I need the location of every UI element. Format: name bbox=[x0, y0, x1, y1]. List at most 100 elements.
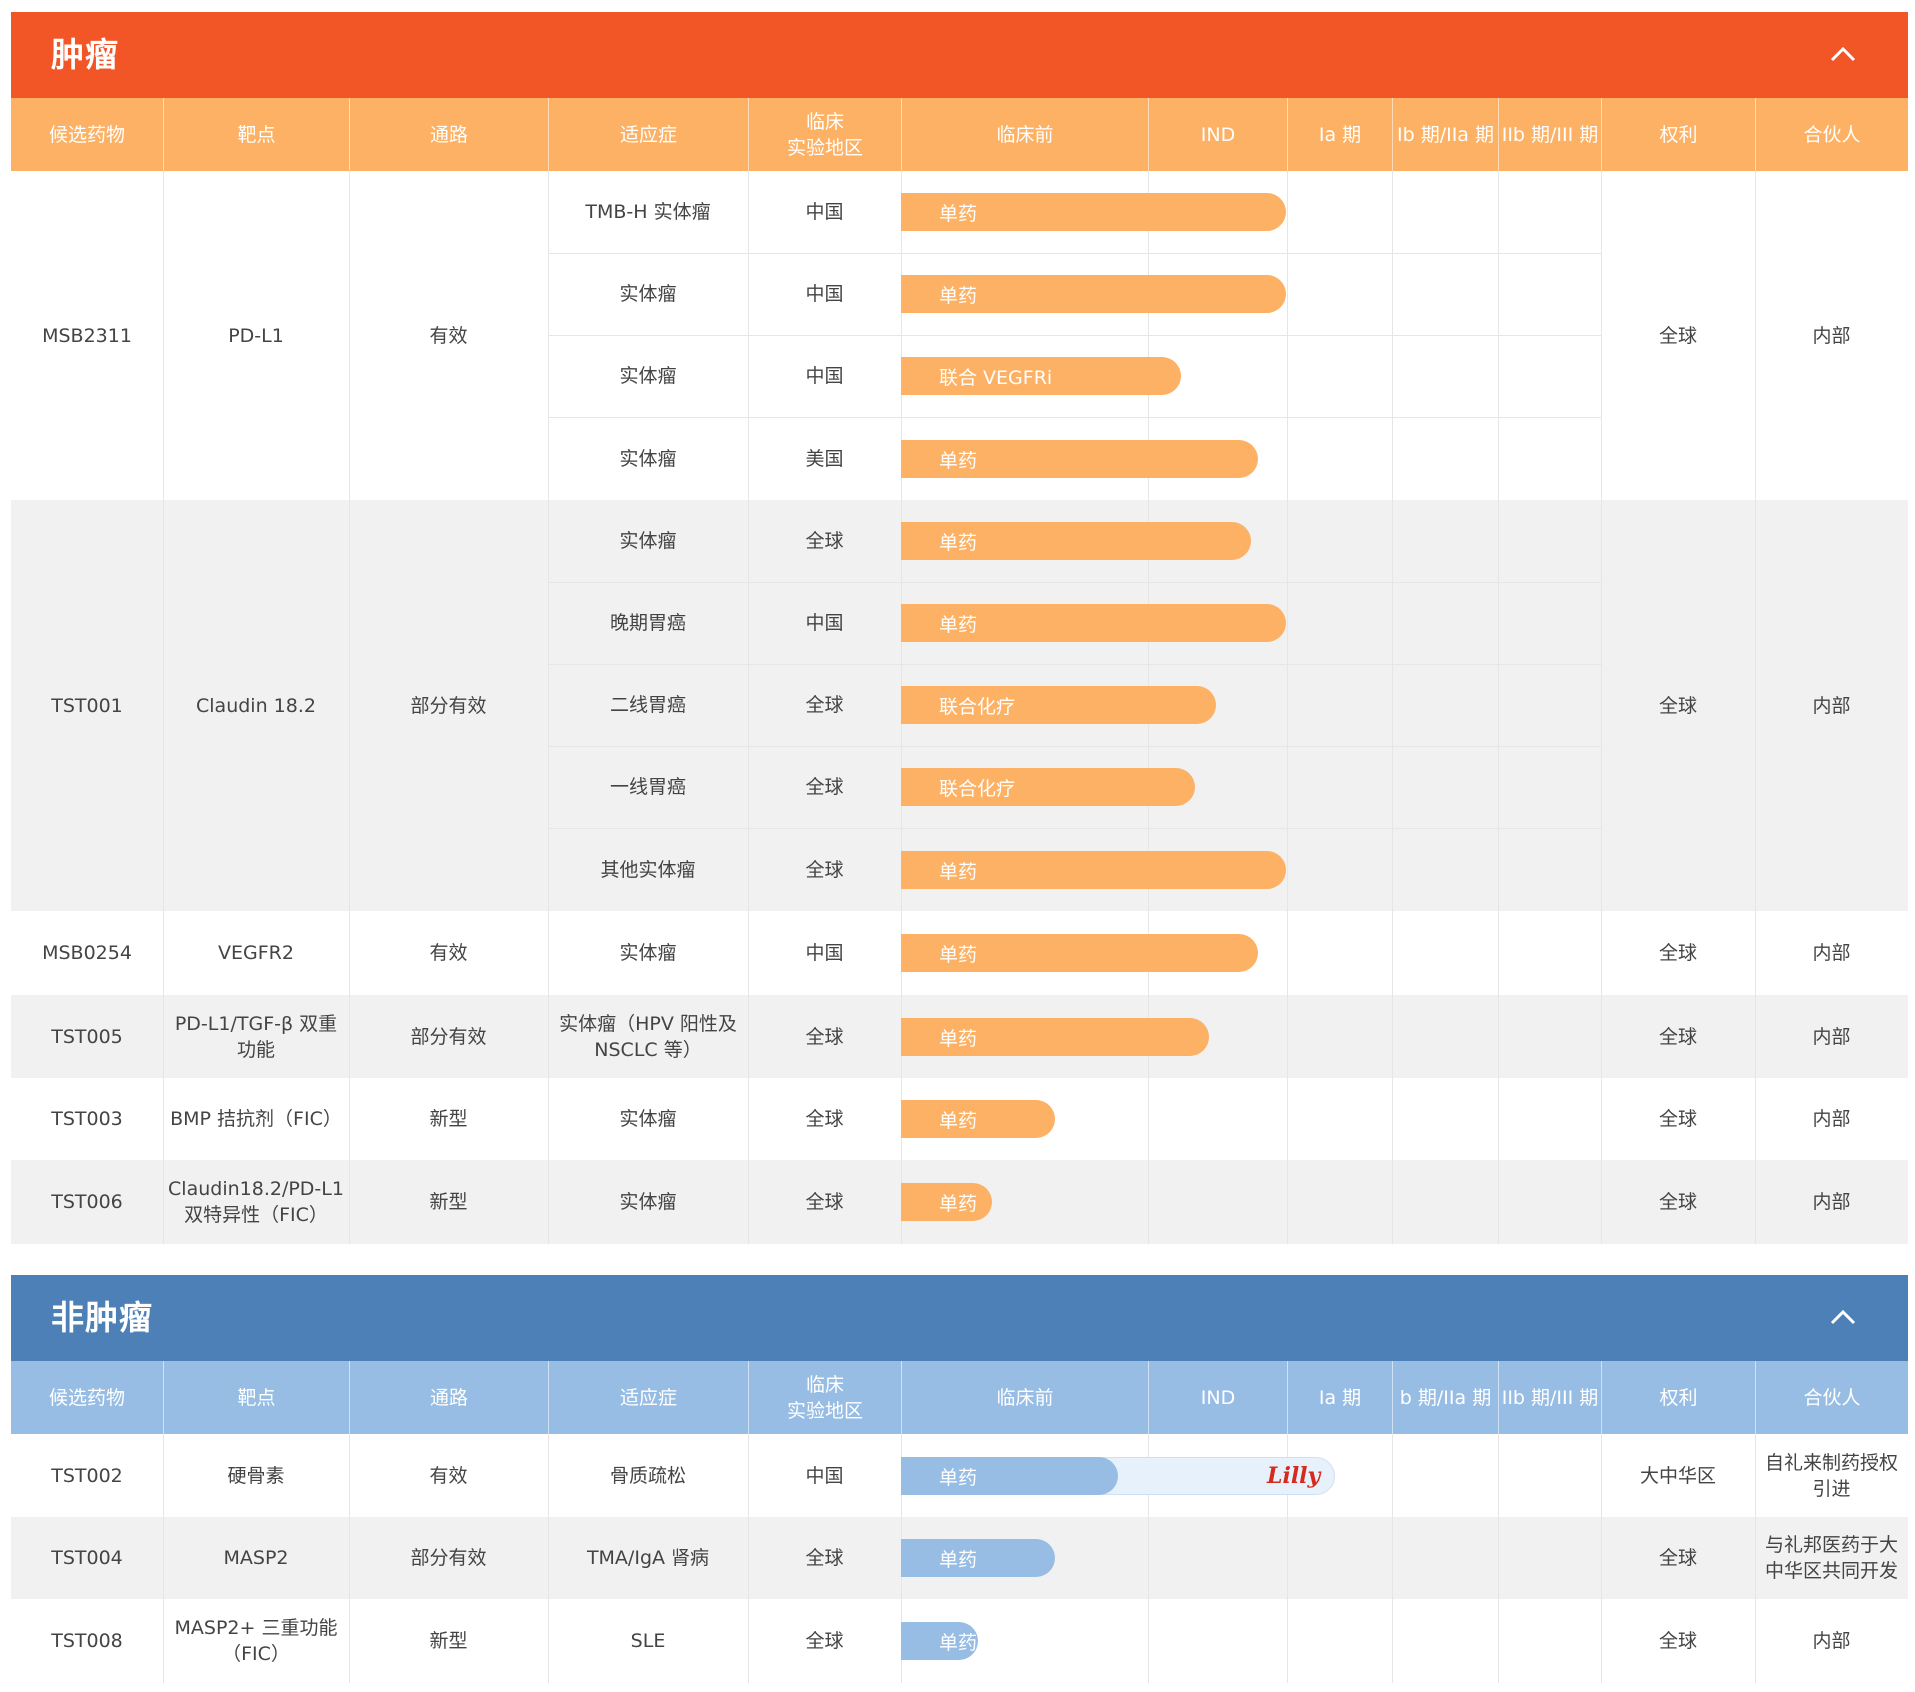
grid-line bbox=[1755, 1599, 1756, 1683]
grid-line bbox=[349, 1599, 350, 1683]
col-rights-header: 权利 bbox=[1601, 1361, 1755, 1434]
indication-cell: SLE bbox=[630, 1630, 666, 1652]
candidate-name[interactable]: MSB0254 bbox=[42, 942, 132, 964]
col-indication-header: 适应症 bbox=[548, 1361, 748, 1434]
row-divider bbox=[548, 828, 1601, 829]
progress-bar: 单药 bbox=[901, 1018, 1209, 1056]
grid-line bbox=[1755, 911, 1756, 995]
grid-line bbox=[163, 1078, 164, 1160]
grid-line bbox=[1755, 1434, 1756, 1517]
pathway-status: 新型 bbox=[429, 1191, 468, 1213]
rights-region: 全球 bbox=[1658, 1547, 1697, 1569]
chevron-up-icon[interactable] bbox=[1828, 1303, 1858, 1333]
col-rights-header: 权利 bbox=[1601, 98, 1755, 171]
progress-bar: 单药 bbox=[901, 1100, 1055, 1138]
grid-line bbox=[1392, 911, 1393, 995]
indication-cell: 实体瘤 bbox=[619, 447, 677, 470]
grid-line bbox=[1498, 995, 1499, 1078]
grid-line bbox=[1755, 995, 1756, 1078]
region-cell: 全球 bbox=[805, 1025, 844, 1048]
rights-region: 全球 bbox=[1658, 1630, 1697, 1652]
progress-bar-label: 单药 bbox=[939, 860, 978, 883]
region-cell: 中国 bbox=[805, 283, 844, 305]
progress-bar: 单药 bbox=[901, 1622, 978, 1660]
rights-region: 大中华区 bbox=[1639, 1464, 1716, 1487]
grid-line bbox=[1498, 500, 1499, 911]
progress-bar: 单药 bbox=[901, 851, 1286, 889]
progress-bar-label: 单药 bbox=[939, 1027, 978, 1050]
grid-line bbox=[349, 1078, 350, 1160]
candidate-name[interactable]: TST006 bbox=[51, 1191, 123, 1213]
grid-line bbox=[748, 500, 749, 911]
target-name: BMP 拮抗剂（FIC） bbox=[170, 1108, 342, 1130]
grid-line bbox=[1287, 1517, 1288, 1599]
partner-name: 内部 bbox=[1812, 942, 1851, 964]
grid-line bbox=[163, 1160, 164, 1244]
region-cell: 全球 bbox=[805, 1547, 844, 1569]
partner-name: 与礼邦医药于大中华区共同开发 bbox=[1764, 1534, 1898, 1582]
region-cell: 美国 bbox=[805, 447, 844, 470]
col-indication-header: 适应症 bbox=[548, 98, 748, 171]
grid-line bbox=[1148, 1517, 1149, 1599]
indication-cell: 实体瘤 bbox=[619, 942, 677, 964]
progress-bar: 单药 bbox=[901, 522, 1251, 560]
col-ind-header: IND bbox=[1148, 98, 1287, 171]
grid-line bbox=[1601, 1517, 1602, 1599]
col-target-header: 靶点 bbox=[163, 1361, 349, 1434]
candidate-name[interactable]: MSB2311 bbox=[42, 324, 132, 347]
partner-name: 内部 bbox=[1812, 1630, 1851, 1652]
grid-line bbox=[1287, 1160, 1288, 1244]
indication-cell: 骨质疏松 bbox=[609, 1464, 686, 1487]
partner-name: 内部 bbox=[1812, 1191, 1851, 1213]
region-cell: 全球 bbox=[805, 694, 844, 716]
indication-cell: 实体瘤 bbox=[619, 365, 677, 387]
drug-group: MSB0254 VEGFR2 有效 全球 内部 实体瘤 中国 单药 bbox=[11, 911, 1908, 995]
rights-region: 全球 bbox=[1658, 1108, 1697, 1130]
candidate-name[interactable]: TST003 bbox=[51, 1108, 123, 1130]
drug-group: MSB2311 PD-L1 有效 全球 内部 TMB-H 实体瘤 中国 单药 实体瘤 中国 单药 实体… bbox=[11, 171, 1908, 500]
grid-line bbox=[1392, 1434, 1393, 1517]
candidate-name[interactable]: TST008 bbox=[51, 1630, 123, 1652]
drug-group: TST002 硬骨素 有效 大中华区 自礼来制药授权引进 骨质疏松 中国 Lilly 单药 bbox=[11, 1434, 1908, 1517]
target-name: MASP2+ 三重功能（FIC） bbox=[174, 1617, 338, 1665]
indication-cell: TMB-H 实体瘤 bbox=[585, 201, 711, 223]
grid-line bbox=[748, 995, 749, 1078]
pathway-status: 有效 bbox=[429, 1464, 468, 1487]
chevron-up-icon[interactable] bbox=[1828, 40, 1858, 70]
target-name: Claudin 18.2 bbox=[196, 694, 316, 717]
tumor-section-header: 肿瘤 bbox=[11, 12, 1908, 98]
candidate-name[interactable]: TST005 bbox=[51, 1025, 123, 1048]
col-target-header: 靶点 bbox=[163, 98, 349, 171]
grid-line bbox=[1287, 911, 1288, 995]
grid-line bbox=[1601, 995, 1602, 1078]
non-tumor-section-header: 非肿瘤 bbox=[11, 1275, 1908, 1361]
candidate-name[interactable]: TST004 bbox=[51, 1547, 123, 1569]
grid-line bbox=[1498, 1517, 1499, 1599]
progress-bar-label: 联合 VEGFRi bbox=[939, 366, 1053, 389]
region-cell: 全球 bbox=[805, 858, 844, 881]
target-name: VEGFR2 bbox=[218, 942, 294, 964]
region-cell: 全球 bbox=[805, 530, 844, 552]
indication-cell: 一线胃癌 bbox=[609, 776, 686, 798]
region-cell: 中国 bbox=[805, 1464, 844, 1487]
progress-bar: 单药 bbox=[901, 440, 1258, 478]
progress-bar: 联合 VEGFRi bbox=[901, 357, 1181, 395]
candidate-name[interactable]: TST001 bbox=[51, 694, 123, 717]
target-name: PD-L1/TGF-β 双重功能 bbox=[174, 1012, 338, 1061]
grid-line bbox=[1392, 1517, 1393, 1599]
grid-line bbox=[548, 911, 549, 995]
grid-line bbox=[748, 1599, 749, 1683]
region-cell: 全球 bbox=[805, 776, 844, 798]
region-cell: 全球 bbox=[805, 1191, 844, 1213]
grid-line bbox=[548, 1599, 549, 1683]
progress-bar: 单药 bbox=[901, 275, 1286, 313]
col-phase-ia-header: Ia 期 bbox=[1287, 1361, 1392, 1434]
indication-cell: 其他实体瘤 bbox=[600, 858, 696, 881]
partner-name: 自礼来制药授权引进 bbox=[1764, 1451, 1898, 1500]
col-phase-iib-iii-header: IIb 期/III 期 bbox=[1498, 1361, 1601, 1434]
candidate-name[interactable]: TST002 bbox=[51, 1464, 123, 1487]
pathway-status: 部分有效 bbox=[410, 1547, 487, 1569]
region-cell: 中国 bbox=[805, 365, 844, 387]
grid-line bbox=[748, 1517, 749, 1599]
grid-line bbox=[1755, 1517, 1756, 1599]
